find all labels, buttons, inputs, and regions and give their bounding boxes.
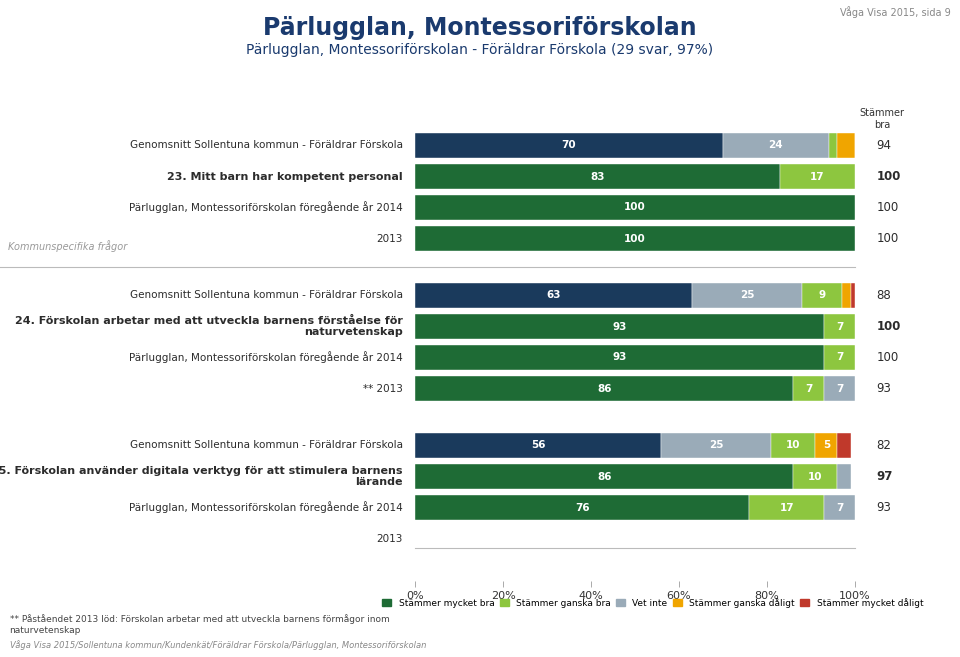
Bar [851,283,855,308]
Text: 93: 93 [612,321,627,332]
Text: Genomsnitt Sollentuna kommun - Föräldrar Förskola: Genomsnitt Sollentuna kommun - Föräldrar… [130,290,402,300]
Text: 7: 7 [805,384,812,394]
Text: Våga Visa 2015, sida 9: Våga Visa 2015, sida 9 [840,7,950,18]
Text: 100: 100 [876,351,899,364]
Legend: Stämmer mycket bra, Stämmer ganska bra, Vet inte, Stämmer ganska dåligt, Stämmer: Stämmer mycket bra, Stämmer ganska bra, … [382,598,924,608]
Text: 93: 93 [876,382,892,395]
Text: Våga Visa 2015/Sollentuna kommun/Kundenkät/Föräldrar Förskola/Pärlugglan, Montes: Våga Visa 2015/Sollentuna kommun/Kundenk… [10,641,426,650]
Text: 7: 7 [836,503,843,512]
Text: 23. Mitt barn har kompetent personal: 23. Mitt barn har kompetent personal [167,171,402,181]
Bar [415,345,825,370]
Text: 25: 25 [740,290,755,300]
Text: 76: 76 [575,503,589,512]
Text: ** 2013: ** 2013 [363,384,402,394]
Text: 83: 83 [590,171,605,181]
Text: Pärlugglan, Montessoriförskolan - Föräldrar Förskola (29 svar, 97%): Pärlugglan, Montessoriförskolan - Föräld… [247,43,713,57]
Bar [825,495,855,520]
Bar [803,283,842,308]
Bar [793,376,825,401]
Bar [772,433,815,458]
Text: 94: 94 [876,139,892,152]
Bar [828,133,837,158]
Text: Pärlugglan, Montessoriförskolan föregående år 2014: Pärlugglan, Montessoriförskolan föregåen… [129,202,402,214]
Bar [842,283,851,308]
Text: 5: 5 [823,440,830,451]
Text: 100: 100 [876,201,899,214]
Text: 10: 10 [786,440,801,451]
Text: 24: 24 [769,141,783,150]
Text: 25: 25 [709,440,724,451]
Bar [415,495,750,520]
Bar [415,164,780,189]
Text: Genomsnitt Sollentuna kommun - Föräldrar Förskola: Genomsnitt Sollentuna kommun - Föräldrar… [130,141,402,150]
Text: 17: 17 [780,503,794,512]
Bar [415,195,855,220]
Bar [415,314,825,339]
Bar [692,283,803,308]
Bar [723,133,828,158]
Text: 17: 17 [810,171,825,181]
Text: 63: 63 [546,290,561,300]
Bar [815,433,837,458]
Bar [750,495,825,520]
Text: 82: 82 [876,439,892,452]
Bar [825,345,855,370]
Bar [661,433,772,458]
Bar [837,133,855,158]
Text: 86: 86 [597,384,612,394]
Bar [415,133,723,158]
Text: 86: 86 [597,472,612,482]
Text: 2013: 2013 [376,533,402,543]
Bar [855,133,859,158]
Text: 7: 7 [836,321,843,332]
Text: 2013: 2013 [376,233,402,244]
Text: Pärlugglan, Montessoriförskolan: Pärlugglan, Montessoriförskolan [263,16,697,41]
Text: 100: 100 [624,233,646,244]
Bar [837,433,851,458]
Text: Genomsnitt Sollentuna kommun - Föräldrar Förskola: Genomsnitt Sollentuna kommun - Föräldrar… [130,440,402,451]
Text: Kommunspecifika frågor: Kommunspecifika frågor [9,240,128,252]
Text: 24. Förskolan arbetar med att utveckla barnens förståelse för
naturvetenskap: 24. Förskolan arbetar med att utveckla b… [14,315,402,337]
Text: 9: 9 [819,290,826,300]
Text: 7: 7 [836,384,843,394]
Text: 10: 10 [808,472,823,482]
Text: 93: 93 [612,353,627,363]
Bar [825,376,855,401]
Bar [415,464,793,489]
Text: 70: 70 [562,141,576,150]
Text: Stämmer
bra: Stämmer bra [860,108,904,129]
Bar [415,433,661,458]
Bar [837,464,851,489]
Bar [415,376,793,401]
Text: 100: 100 [876,232,899,245]
Bar [793,464,837,489]
Text: 100: 100 [876,170,900,183]
Text: 7: 7 [836,353,843,363]
Bar [415,226,855,251]
Text: Pärlugglan, Montessoriförskolan föregående år 2014: Pärlugglan, Montessoriförskolan föregåen… [129,351,402,363]
Text: 88: 88 [876,289,891,302]
Text: ** Påståendet 2013 löd: Förskolan arbetar med att utveckla barnens förmågor inom: ** Påståendet 2013 löd: Förskolan arbeta… [10,614,390,635]
Text: 56: 56 [531,440,545,451]
Text: 97: 97 [876,470,893,483]
Bar [825,314,855,339]
Bar [780,164,855,189]
Bar [415,283,692,308]
Text: 100: 100 [876,320,900,333]
Text: 25. Förskolan använder digitala verktyg för att stimulera barnens
lärande: 25. Förskolan använder digitala verktyg … [0,466,402,487]
Text: Pärlugglan, Montessoriförskolan föregående år 2014: Pärlugglan, Montessoriförskolan föregåen… [129,501,402,514]
Text: 100: 100 [624,202,646,212]
Text: 93: 93 [876,501,892,514]
